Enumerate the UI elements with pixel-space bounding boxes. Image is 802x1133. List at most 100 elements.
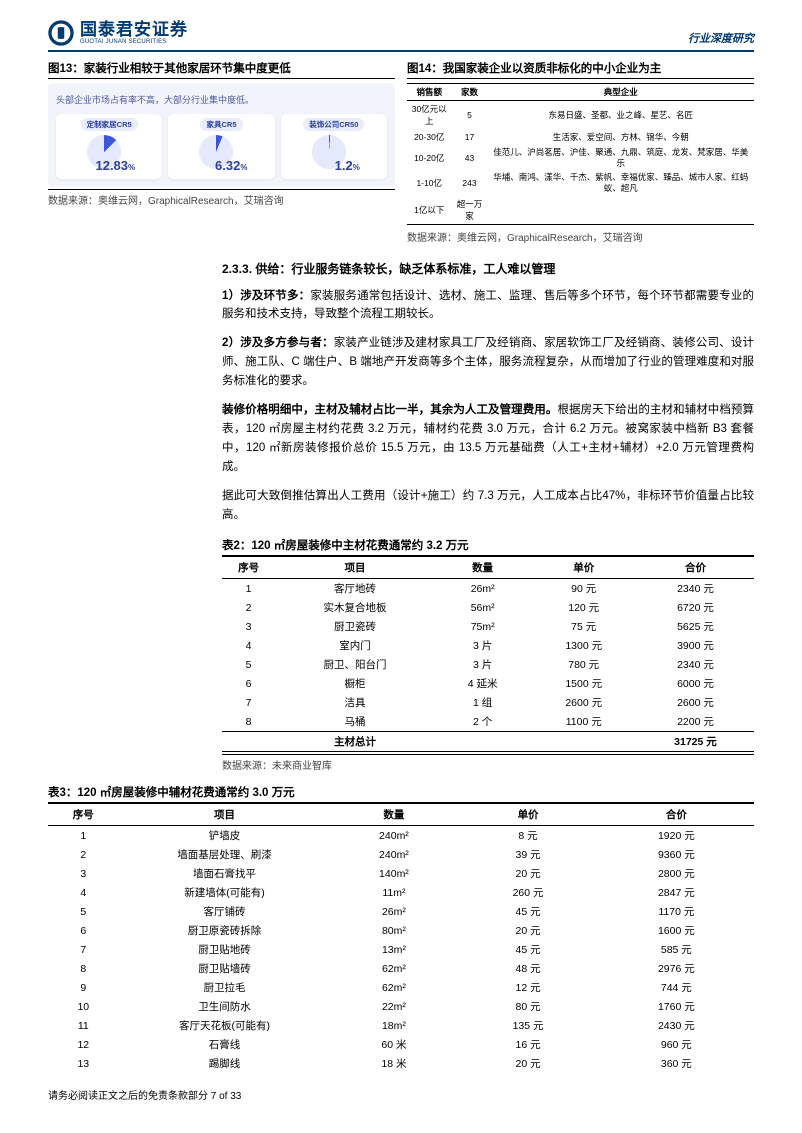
- table3-cell: 9: [48, 978, 119, 997]
- table2-cell: 120 元: [531, 598, 637, 617]
- figures-row: 图13：家装行业相较于其他家居环节集中度更低 头部企业市场占有率不高，大部分行业…: [48, 60, 754, 244]
- table3-cell: 18m²: [330, 1016, 457, 1035]
- fig14-row: 1亿以下 超一万家: [407, 196, 754, 225]
- table2-cell: 1300 元: [531, 636, 637, 655]
- table3-cell: 11m²: [330, 883, 457, 902]
- table3-cell: 240m²: [330, 845, 457, 864]
- table3-cell: 12: [48, 1035, 119, 1054]
- table3-col: 单价: [457, 804, 598, 826]
- table3-cell: 新建墙体(可能有): [119, 883, 331, 902]
- table2-col: 序号: [222, 557, 275, 579]
- p1-lead: 1）涉及环节多：: [222, 290, 310, 302]
- table3-cell: 11: [48, 1016, 119, 1035]
- table3-cell: 80 元: [457, 997, 598, 1016]
- table3-cell: 80m²: [330, 921, 457, 940]
- table3-cell: 45 元: [457, 902, 598, 921]
- table-row: 10卫生间防水22m²80 元1760 元: [48, 997, 754, 1016]
- table-row: 7厨卫贴地砖13m²45 元585 元: [48, 940, 754, 959]
- table-row: 9厨卫拉毛62m²12 元744 元: [48, 978, 754, 997]
- table3-cell: 260 元: [457, 883, 598, 902]
- table-row: 3厨卫瓷砖75m²75 元5625 元: [222, 617, 754, 636]
- table3-cell: 22m²: [330, 997, 457, 1016]
- fig14-range: 20-30亿: [407, 129, 451, 145]
- fig13-card: 定制家居CR5 12.83%: [56, 114, 162, 179]
- table3-cell: 客厅铺砖: [119, 902, 331, 921]
- table3-title: 表3：120 ㎡房屋装修中辅材花费通常约 3.0 万元: [48, 784, 754, 803]
- fig13-card-label: 装饰公司CR50: [303, 118, 364, 131]
- table3-cell: 墙面基层处理、刷漆: [119, 845, 331, 864]
- table-row: 7洁具1 组2600 元2600 元: [222, 693, 754, 712]
- table2-title: 表2：120 ㎡房屋装修中主材花费通常约 3.2 万元: [222, 537, 754, 556]
- table3-cell: 2976 元: [599, 959, 754, 978]
- fig13-source: 数据来源：奥维云网，GraphicalResearch，艾瑞咨询: [48, 189, 395, 207]
- table-row: 2实木复合地板56m²120 元6720 元: [222, 598, 754, 617]
- pie-chart: 12.83%: [85, 133, 133, 173]
- table2-cell: 马桶: [275, 712, 435, 732]
- table3-cell: 1760 元: [599, 997, 754, 1016]
- table3-col: 数量: [330, 804, 457, 826]
- table3-cell: 20 元: [457, 1054, 598, 1073]
- table3-cell: 3: [48, 864, 119, 883]
- table2-cell: 1100 元: [531, 712, 637, 732]
- pie-chart: 6.32%: [197, 133, 245, 173]
- fig13-card-value: 12.83%: [95, 158, 135, 173]
- p3: 装修价格明细中，主材及辅材占比一半，其余为人工及管理费用。根据房天下给出的主材和…: [222, 401, 754, 477]
- table2-total-row: 主材总计31725 元: [222, 732, 754, 752]
- table2-cell: 8: [222, 712, 275, 732]
- fig14-row: 10-20亿 43 佳范儿、沪尚茗居、沪佳、聚通、九鼎、筑庭、龙发、梵家居、华美…: [407, 145, 754, 170]
- table3-cell: 10: [48, 997, 119, 1016]
- table2-cell: 780 元: [531, 655, 637, 674]
- table3-cell: 135 元: [457, 1016, 598, 1035]
- table2-cell: 客厅地砖: [275, 579, 435, 599]
- table3-cell: 7: [48, 940, 119, 959]
- fig14-range: 10-20亿: [407, 145, 451, 170]
- table2-cell: 实木复合地板: [275, 598, 435, 617]
- table3-cell: 240m²: [330, 826, 457, 846]
- fig13-card: 装饰公司CR50 1.2%: [281, 114, 387, 179]
- table2-total-label: 主材总计: [275, 732, 435, 752]
- table3-cell: 45 元: [457, 940, 598, 959]
- table-row: 8马桶2 个1100 元2200 元: [222, 712, 754, 732]
- table3-cell: 墙面石膏找平: [119, 864, 331, 883]
- table-row: 13踢脚线18 米20 元360 元: [48, 1054, 754, 1073]
- table3-cell: 6: [48, 921, 119, 940]
- table2-cell: 6720 元: [637, 598, 754, 617]
- table3-cell: 9360 元: [599, 845, 754, 864]
- page-header: 国泰君安证券 GUOTAI JUNAN SECURITIES 行业深度研究: [48, 20, 754, 52]
- table2-cell: 90 元: [531, 579, 637, 599]
- fig13-caption: 头部企业市场占有率不高，大部分行业集中度低。: [56, 93, 387, 106]
- table3-cell: 60 米: [330, 1035, 457, 1054]
- table2-cell: 2600 元: [637, 693, 754, 712]
- p3-lead: 装修价格明细中，主材及辅材占比一半，其余为人工及管理费用。: [222, 404, 557, 416]
- table3-cell: 1600 元: [599, 921, 754, 940]
- table2-col: 单价: [531, 557, 637, 579]
- pie-chart: 1.2%: [310, 133, 358, 173]
- table3-cell: 客厅天花板(可能有): [119, 1016, 331, 1035]
- table2-cell: 3 片: [435, 636, 531, 655]
- table-row: 4室内门3 片1300 元3900 元: [222, 636, 754, 655]
- fig14-row: 1-10亿 243 华埔、南鸿、漾华、千杰、紫帆、幸福优家、臻品、城市人家、红蚂…: [407, 170, 754, 195]
- logo-cn: 国泰君安证券: [80, 21, 188, 39]
- logo: 国泰君安证券 GUOTAI JUNAN SECURITIES: [48, 20, 188, 46]
- table3-cell: 744 元: [599, 978, 754, 997]
- table3-cell: 360 元: [599, 1054, 754, 1073]
- fig14-count: 超一万家: [451, 196, 487, 225]
- table3-cell: 1920 元: [599, 826, 754, 846]
- table3-cell: 18 米: [330, 1054, 457, 1073]
- fig14-col: 销售额: [407, 84, 451, 101]
- fig14-row: 20-30亿 17 生活家、爱空间、方林、锦华、今朝: [407, 129, 754, 145]
- table-row: 11客厅天花板(可能有)18m²135 元2430 元: [48, 1016, 754, 1035]
- fig13-card-label: 定制家居CR5: [81, 118, 138, 131]
- table2-cell: 7: [222, 693, 275, 712]
- p2: 2）涉及多方参与者：家装产业链涉及建材家具工厂及经销商、家居软饰工厂及经销商、装…: [222, 334, 754, 391]
- table2-cell: 6: [222, 674, 275, 693]
- table3-cell: 2847 元: [599, 883, 754, 902]
- fig14-brands: [488, 196, 755, 225]
- section-233-heading: 2.3.3. 供给：行业服务链条较长，缺乏体系标准，工人难以管理: [222, 260, 754, 277]
- table2-cell: 2340 元: [637, 655, 754, 674]
- table2-cell: 厨卫、阳台门: [275, 655, 435, 674]
- fig14-range: 1亿以下: [407, 196, 451, 225]
- table2-cell: 3 片: [435, 655, 531, 674]
- fig14-count: 17: [451, 129, 487, 145]
- table2-source: 数据来源：未来商业智库: [222, 754, 754, 772]
